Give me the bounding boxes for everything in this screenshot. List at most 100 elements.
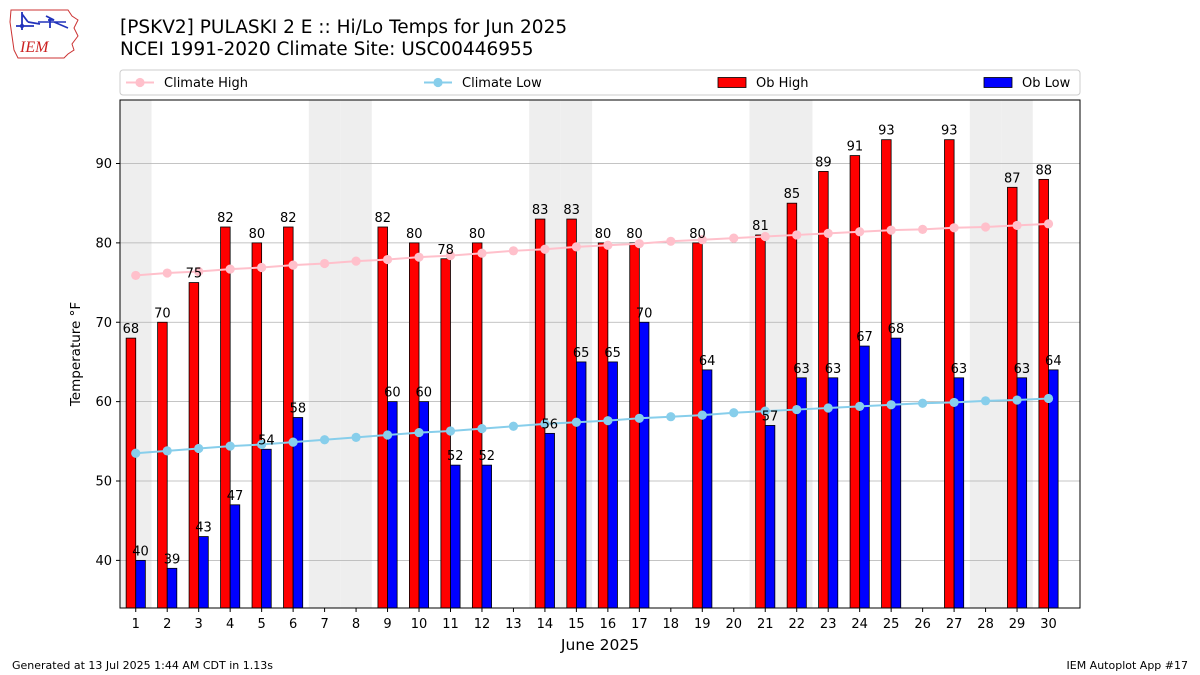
climate-lines [131, 219, 1054, 458]
ob-high-bar [251, 242, 263, 609]
x-tick-label: 13 [505, 617, 522, 632]
climate-low-point [697, 410, 707, 420]
ob-low-bar [198, 536, 209, 609]
climate-low-point [225, 441, 235, 451]
ob-high-bar-label: 75 [186, 267, 203, 282]
climate-low-point [477, 424, 487, 434]
climate-low-point [257, 439, 267, 450]
ob-low-bar [764, 425, 776, 609]
ob-low-bar [575, 361, 587, 609]
ob-high-bar [377, 226, 388, 609]
climate-low-point [729, 408, 739, 418]
x-tick-label: 11 [442, 617, 459, 632]
ob-low-bar [638, 321, 650, 609]
climate-low-point [319, 435, 330, 445]
climate-low-point [162, 446, 172, 456]
ob-high-bar [881, 139, 892, 609]
climate-low-point [414, 427, 424, 438]
climate-high-point [1012, 220, 1022, 231]
climate-low-point [760, 406, 770, 416]
ob-low-bar-label: 63 [951, 362, 968, 377]
chart-title: [PSKV2] PULASKI 2 E :: Hi/Lo Temps for J… [120, 17, 567, 61]
climate-high-point [886, 225, 896, 235]
climate-low-point [666, 412, 676, 422]
ob-low-bar-label: 64 [1045, 354, 1062, 369]
x-tick-label: 28 [977, 617, 994, 632]
x-tick-label: 7 [320, 617, 328, 632]
climate-high-point [823, 228, 833, 238]
ob-high-bar-label: 82 [280, 211, 297, 226]
legend-box [119, 69, 1081, 96]
climate-low-point [603, 416, 613, 426]
x-tick-label: 16 [600, 617, 617, 632]
x-tick-label: 22 [788, 617, 805, 632]
ob-high-bar-label: 82 [217, 211, 234, 226]
legend-label: Climate Low [462, 76, 542, 91]
climate-high-point [918, 224, 928, 234]
x-tick-label: 15 [568, 617, 585, 632]
climate-high-point [319, 258, 330, 269]
climate-high-point [257, 262, 267, 273]
climate-high-point [445, 250, 456, 261]
x-tick-label: 10 [411, 617, 428, 632]
climate-low-point [194, 443, 204, 454]
legend-label: Ob Low [1022, 76, 1071, 91]
x-tick-label: 14 [537, 617, 554, 632]
ob-high-bar-label: 78 [437, 243, 454, 258]
ob-high-bar-label: 80 [469, 227, 486, 242]
ob-low-bar-label: 52 [478, 449, 495, 464]
climate-low-point [886, 400, 896, 410]
ob-high-bar [566, 218, 577, 609]
climate-high-point [131, 270, 141, 281]
climate-high-point [225, 264, 235, 274]
climate-low-point [1043, 393, 1054, 404]
ob-high-bar [534, 218, 546, 609]
x-tick-label: 4 [226, 617, 234, 632]
ob-low-bar-label: 54 [258, 433, 275, 448]
ob-low-bar-label: 40 [132, 544, 149, 559]
ob-high-bar [409, 242, 420, 609]
climate-high-point [603, 240, 613, 250]
legend: Climate High Climate Low Ob High Ob Low [119, 69, 1081, 96]
climate-low-point [823, 403, 833, 413]
ob-low-bar-label: 57 [762, 409, 779, 424]
ob-high-bar-label: 68 [123, 322, 140, 337]
climate-high-point [162, 268, 172, 278]
climate-low-point [918, 398, 928, 408]
ob-low-bar [166, 567, 178, 609]
ob-high-bar-label: 85 [784, 187, 801, 202]
ob-low-bar-label: 56 [541, 417, 558, 432]
x-tick-label: 17 [631, 617, 648, 632]
climate-high-point [508, 246, 519, 256]
ob-high-bar-label: 93 [878, 124, 895, 139]
ob-high-bar-label: 91 [847, 140, 864, 155]
x-tick-label: 29 [1009, 617, 1026, 632]
ob-high-bar [692, 242, 703, 609]
ob-low-bar [481, 464, 492, 609]
climate-high-point [351, 256, 361, 266]
ob-low-bar [890, 337, 902, 609]
climate-low-point [288, 437, 298, 447]
legend-marker [433, 77, 443, 88]
ob-low-bar-label: 52 [447, 449, 464, 464]
x-tick-label: 5 [257, 617, 265, 632]
ob-high-bar [1038, 178, 1049, 609]
x-tick-label: 24 [851, 617, 868, 632]
climate-low-point [445, 426, 456, 436]
climate-high-point [540, 244, 550, 254]
ob-low-bar-label: 64 [699, 354, 716, 369]
ob-low-bar-label: 63 [825, 362, 842, 377]
ob-low-bar [859, 345, 870, 609]
climate-high-point [949, 223, 959, 233]
ob-low-bar-label: 47 [227, 489, 244, 504]
y-tick-label: 60 [95, 395, 112, 410]
climate-low-point [131, 448, 141, 458]
title-line-1: [PSKV2] PULASKI 2 E :: Hi/Lo Temps for J… [120, 17, 568, 38]
legend-label: Climate High [164, 76, 248, 91]
ob-low-bar [1016, 377, 1028, 609]
climate-high-point [855, 227, 865, 237]
climate-high-point [666, 236, 676, 246]
ob-high-bar-label: 83 [563, 203, 580, 218]
ob-low-bar [229, 504, 241, 609]
ob-high-bar-label: 70 [154, 306, 171, 321]
